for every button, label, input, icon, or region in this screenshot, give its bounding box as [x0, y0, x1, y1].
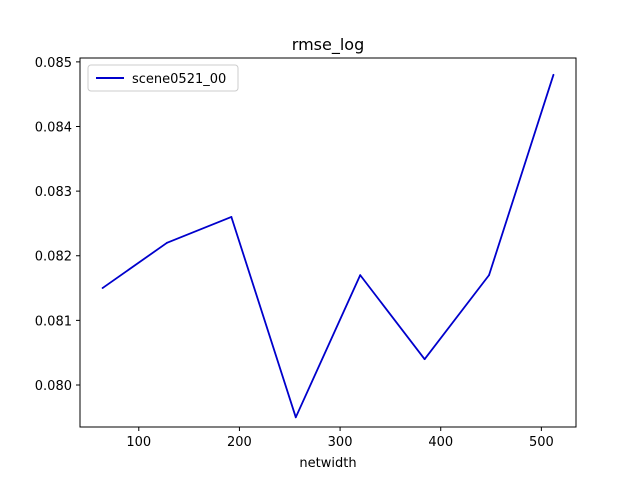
data-point — [101, 287, 104, 289]
y-tick-label: 0.082 — [35, 250, 72, 265]
data-point — [423, 358, 426, 361]
x-axis: 100 200 300 400 500 — [126, 427, 554, 450]
x-axis-label: netwidth — [299, 456, 356, 471]
y-axis: 0.080 0.081 0.082 0.083 0.084 0.085 — [35, 56, 80, 394]
x-tick-label: 100 — [126, 435, 151, 450]
data-point — [552, 73, 555, 76]
y-tick-label: 0.084 — [35, 121, 72, 136]
legend-frame — [87, 64, 239, 92]
data-point — [359, 274, 362, 277]
x-tick-label: 200 — [227, 435, 252, 450]
plot-area-frame — [79, 57, 577, 428]
y-tick-label: 0.081 — [35, 314, 72, 329]
chart-title: rmse_log — [292, 35, 364, 55]
legend-label: scene0521_00 — [132, 72, 226, 87]
data-point — [166, 241, 168, 244]
x-tick-label: 400 — [428, 435, 453, 450]
data-point — [294, 416, 297, 419]
data-point — [488, 274, 490, 277]
series-line — [102, 74, 555, 419]
series-layer — [101, 73, 555, 419]
y-tick-label: 0.080 — [35, 379, 72, 394]
x-tick-label: 500 — [529, 435, 554, 450]
y-tick-label: 0.083 — [35, 185, 72, 200]
y-tick-label: 0.085 — [35, 56, 72, 71]
x-tick-label: 300 — [328, 435, 353, 450]
data-point — [230, 216, 233, 218]
legend: scene0521_00 — [87, 64, 239, 92]
